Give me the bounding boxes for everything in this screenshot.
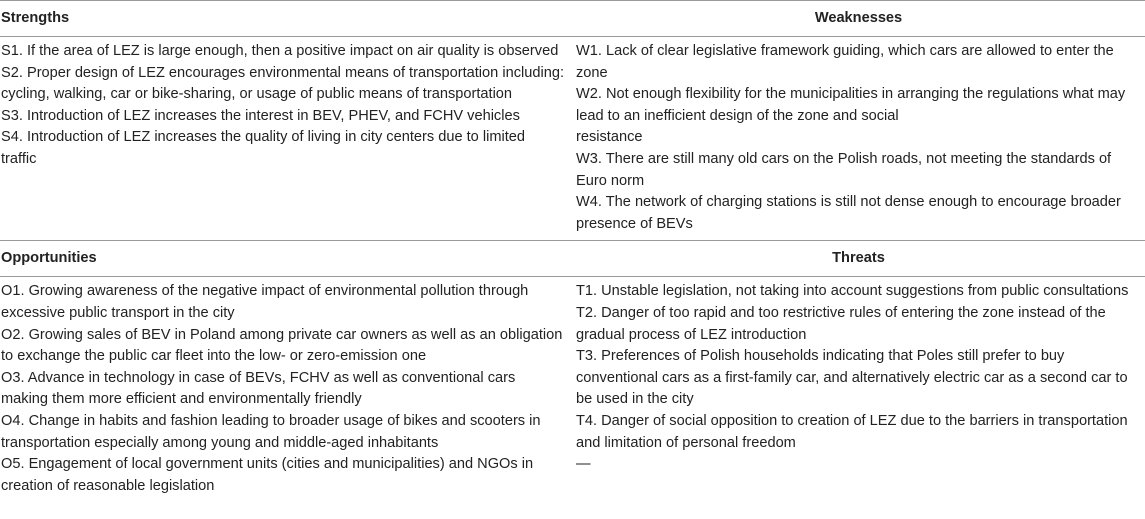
threat-item-t1: T1. Unstable legislation, not taking int…: [576, 283, 1129, 300]
threat-item-t4: T4. Danger of social opposition to creat…: [576, 412, 1128, 451]
opportunities-cell: O1. Growing awareness of the negative im…: [0, 277, 572, 502]
weaknesses-header: Weaknesses: [572, 0, 1145, 37]
opportunity-item-o3: O3. Advance in technology in case of BEV…: [1, 369, 516, 408]
body-row-top: S1. If the area of LEZ is large enough, …: [0, 37, 1145, 241]
header-row-bottom: Opportunities Threats: [0, 240, 1145, 278]
weakness-item-w3: W3. There are still many old cars on the…: [576, 150, 1112, 189]
swot-table: Strengths Weaknesses S1. If the area of …: [0, 0, 1145, 502]
opportunity-item-o2: O2. Growing sales of BEV in Poland among…: [1, 326, 563, 365]
weakness-item-w2-continuation: resistance: [576, 129, 643, 146]
threat-item-t5-dash: —: [576, 456, 591, 473]
strength-item-s4: S4. Introduction of LEZ increases the qu…: [1, 129, 526, 167]
weakness-item-w2: W2. Not enough flexibility for the munic…: [576, 86, 1126, 124]
strength-item-s3: S3. Introduction of LEZ increases the in…: [1, 107, 520, 124]
body-row-bottom: O1. Growing awareness of the negative im…: [0, 277, 1145, 502]
weaknesses-cell: W1. Lack of clear legislative framework …: [572, 37, 1145, 241]
opportunity-item-o1: O1. Growing awareness of the negative im…: [1, 283, 529, 321]
threat-item-t3: T3. Preferences of Polish households ind…: [576, 348, 1128, 408]
strengths-header: Strengths: [0, 0, 572, 37]
strength-item-s2: S2. Proper design of LEZ encourages envi…: [1, 64, 564, 103]
header-row-top: Strengths Weaknesses: [0, 0, 1145, 37]
threat-item-t2: T2. Danger of too rapid and too restrict…: [576, 304, 1106, 343]
threats-header: Threats: [572, 240, 1145, 278]
opportunity-item-o5: O5. Engagement of local government units…: [1, 456, 534, 494]
opportunities-header: Opportunities: [0, 240, 572, 278]
strengths-cell: S1. If the area of LEZ is large enough, …: [0, 37, 572, 241]
strength-item-s1: S1. If the area of LEZ is large enough, …: [1, 43, 559, 59]
weakness-item-w4: W4. The network of charging stations is …: [576, 194, 1121, 232]
weakness-item-w1: W1. Lack of clear legislative framework …: [576, 43, 1114, 81]
opportunity-item-o4: O4. Change in habits and fashion leading…: [1, 412, 541, 451]
threats-cell: T1. Unstable legislation, not taking int…: [572, 277, 1145, 502]
